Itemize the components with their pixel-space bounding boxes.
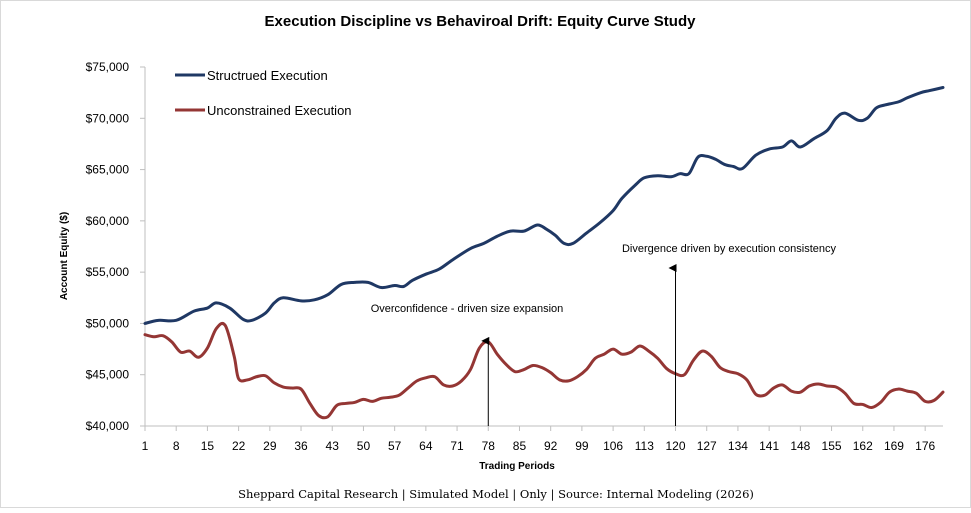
x-tick-label: 64 [419,439,433,453]
legend-label: Structrued Execution [207,68,328,83]
y-tick-label: $45,000 [86,368,130,382]
unconstrained-execution-line [143,321,945,420]
legend-item-structured: Structrued Execution [175,68,328,83]
y-tick-label: $60,000 [86,214,130,228]
x-tick-label: 43 [326,439,340,453]
x-tick-label: 8 [173,439,180,453]
x-tick-label: 22 [232,439,246,453]
legend-item-unconstrained: Unconstrained Execution [175,103,352,118]
x-tick-label: 127 [697,439,717,453]
x-tick-label: 169 [884,439,904,453]
annotation-overconfidence: Overconfidence - driven size expansion [371,303,564,426]
x-axis-title: Trading Periods [479,461,555,472]
x-tick-label: 85 [513,439,527,453]
chart-title: Execution Discipline vs Behaviroal Drift… [265,13,697,30]
x-tick-label: 99 [575,439,589,453]
x-tick-label: 162 [853,439,873,453]
annotation-text: Overconfidence - driven size expansion [371,303,564,315]
x-tick-label: 155 [822,439,842,453]
y-axis-ticks: $40,000 $45,000 $50,000 $55,000 $60,000 $65,0… [86,60,145,433]
x-tick-label: 113 [635,439,654,453]
annotation-divergence: Divergence driven by execution consisten… [622,243,837,426]
series-layer [143,86,945,420]
annotations: Overconfidence - driven size expansion Di… [371,243,837,426]
y-tick-label: $70,000 [86,111,130,125]
x-tick-label: 120 [665,439,685,453]
x-tick-label: 78 [482,439,496,453]
y-tick-label: $65,000 [86,163,130,177]
y-tick-label: $75,000 [86,60,130,74]
x-tick-label: 1 [142,439,149,453]
y-tick-label: $40,000 [86,419,130,433]
x-tick-label: 57 [388,439,402,453]
source-note: Sheppard Capital Research | Simulated Mo… [238,487,754,502]
y-tick-label: $50,000 [86,316,130,330]
x-tick-label: 148 [790,439,810,453]
legend-label: Unconstrained Execution [207,103,352,118]
annotation-text: Divergence driven by execution consisten… [622,243,837,255]
legend: Structrued Execution Unconstrained Execut… [175,68,352,118]
x-tick-label: 50 [357,439,371,453]
y-tick-label: $55,000 [86,265,130,279]
y-axis-title: Account Equity ($) [59,212,70,300]
x-tick-label: 29 [263,439,277,453]
axes [144,67,943,427]
structured-execution-line [143,86,945,325]
x-tick-label: 71 [450,439,464,453]
x-tick-label: 141 [759,439,779,453]
x-tick-label: 106 [603,439,623,453]
x-tick-label: 92 [544,439,558,453]
x-tick-label: 134 [728,439,748,453]
x-tick-label: 176 [915,439,935,453]
x-tick-label: 36 [294,439,308,453]
x-tick-label: 15 [201,439,215,453]
x-axis-ticks: 1 8 15 22 29 36 43 50 57 64 71 78 85 92 99 106 113 120 127… [142,426,935,453]
